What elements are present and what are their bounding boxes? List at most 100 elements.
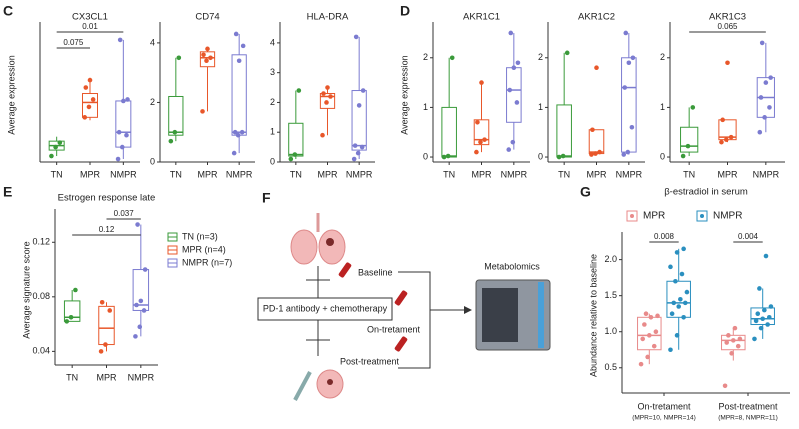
point [653, 329, 659, 335]
point [83, 85, 89, 90]
point [479, 80, 484, 85]
point [325, 85, 330, 90]
chart-title: β-estradiol in serum [664, 187, 748, 198]
box [473, 119, 490, 146]
y-tick-label: 0.04 [32, 346, 50, 356]
point [630, 55, 636, 61]
point [643, 311, 649, 316]
point [86, 104, 92, 110]
x-tick-label: TN [170, 169, 182, 179]
point [233, 31, 239, 37]
label: Post-treatment [340, 356, 400, 366]
p-value: 0.065 [717, 22, 738, 31]
x-tick-label: NMPR [110, 169, 137, 179]
point [651, 343, 657, 349]
point [135, 222, 140, 227]
point [514, 100, 520, 105]
point [720, 117, 725, 123]
point [690, 105, 696, 110]
point [589, 152, 594, 157]
x-tick-label: NMPR [616, 169, 643, 179]
tube [394, 336, 408, 352]
legend-label: NMPR (n=7) [182, 257, 232, 267]
point [73, 287, 78, 293]
box [750, 307, 775, 326]
lung [290, 229, 318, 265]
x-tick-note: (MPR=8, NMPR=11) [718, 415, 777, 422]
point [133, 334, 138, 339]
point [200, 109, 205, 114]
point [762, 307, 767, 313]
point [674, 250, 680, 255]
point [681, 246, 686, 252]
instrument-panel [482, 288, 518, 342]
point [724, 340, 730, 345]
x-tick-note: (MPR=10, NMPR=14) [632, 415, 696, 422]
point [240, 43, 246, 49]
y-axis-label: Average expression [6, 55, 16, 134]
box [441, 106, 457, 158]
x-tick-label: MPR [472, 169, 493, 179]
y-tick-label: 1 [660, 102, 665, 112]
point [757, 129, 763, 135]
point [629, 124, 635, 130]
point [204, 58, 209, 64]
point [590, 127, 595, 133]
box [132, 269, 150, 311]
x-tick-label: NMPR [346, 169, 373, 179]
diagram: F Baseline PD-1 antibody + chemotherapy … [257, 190, 551, 401]
point [119, 144, 125, 150]
point [679, 271, 685, 277]
point [732, 325, 738, 331]
x-tick-label: TN [66, 372, 78, 382]
point [115, 156, 121, 162]
point [722, 383, 728, 389]
panel-letter: F [262, 190, 271, 206]
y-tick-label: 2 [538, 52, 543, 62]
p-value: 0.008 [654, 232, 675, 241]
point [478, 139, 483, 145]
point [506, 147, 512, 152]
point [359, 144, 365, 150]
legend-label: NMPR [713, 211, 742, 222]
point [511, 65, 517, 71]
box [115, 100, 132, 148]
y-tick-label: 0.12 [32, 237, 50, 247]
x-tick-label: TN [51, 169, 63, 179]
box [621, 57, 637, 153]
point [328, 94, 333, 99]
point [57, 140, 63, 145]
point [87, 77, 93, 83]
point [134, 302, 139, 308]
x-tick-label: TN [443, 169, 455, 179]
point [445, 153, 451, 159]
box [168, 95, 184, 136]
point [515, 60, 521, 66]
y-tick-label: 0.08 [32, 291, 50, 301]
y-tick-label: 1.5 [604, 290, 617, 300]
y-tick-label: 0.5 [604, 362, 617, 372]
arrow-head [464, 306, 472, 314]
point [755, 311, 761, 316]
point [765, 322, 770, 327]
box [231, 54, 247, 136]
point [142, 267, 148, 272]
point [351, 156, 357, 162]
y-tick-label: 1.0 [604, 326, 617, 336]
treatment-box [257, 297, 393, 321]
x-tick-label: MPR [198, 169, 219, 179]
point [236, 58, 242, 64]
point [121, 98, 126, 104]
point [292, 152, 298, 157]
y-tick-label: 2 [150, 97, 155, 107]
box [63, 300, 81, 322]
panel-letter: E [3, 184, 12, 200]
y-tick-label: 2 [660, 52, 665, 62]
box [721, 334, 746, 351]
x-tick-label: NMPR [753, 169, 780, 179]
point [137, 324, 143, 330]
lung [318, 229, 346, 265]
tube [338, 262, 352, 278]
box [351, 90, 367, 151]
point [201, 52, 206, 58]
